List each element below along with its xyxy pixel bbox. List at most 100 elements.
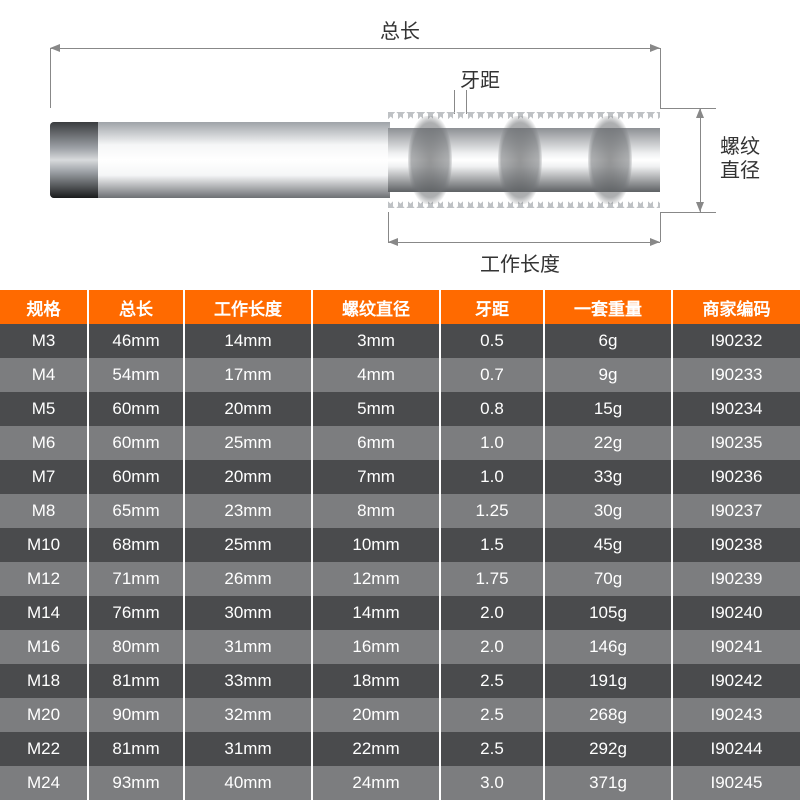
- table-row: M560mm20mm5mm0.815gI90234: [0, 392, 800, 426]
- table-cell: 14mm: [184, 324, 312, 358]
- table-row: M1881mm33mm18mm2.5191gI90242: [0, 664, 800, 698]
- table-cell: I90242: [672, 664, 800, 698]
- table-cell: 70g: [544, 562, 672, 596]
- table-row: M760mm20mm7mm1.033gI90236: [0, 460, 800, 494]
- dim-line: [50, 48, 660, 49]
- table-cell: 191g: [544, 664, 672, 698]
- spec-header-row: 规格总长工作长度螺纹直径牙距一套重量商家编码: [0, 290, 800, 324]
- table-cell: 71mm: [88, 562, 184, 596]
- table-cell: 2.5: [440, 732, 544, 766]
- table-cell: 146g: [544, 630, 672, 664]
- dim-line: [388, 242, 660, 243]
- table-cell: 24mm: [312, 766, 440, 800]
- arrow-icon: [50, 44, 60, 52]
- table-cell: 31mm: [184, 732, 312, 766]
- tap-thread-zone: [388, 110, 660, 210]
- table-cell: 20mm: [184, 460, 312, 494]
- table-row: M2090mm32mm20mm2.5268gI90243: [0, 698, 800, 732]
- table-cell: I90232: [672, 324, 800, 358]
- table-cell: I90235: [672, 426, 800, 460]
- table-cell: 17mm: [184, 358, 312, 392]
- table-cell: 7mm: [312, 460, 440, 494]
- table-cell: I90245: [672, 766, 800, 800]
- column-header: 总长: [88, 290, 184, 324]
- table-cell: 12mm: [312, 562, 440, 596]
- label-working-length: 工作长度: [480, 248, 560, 277]
- table-cell: 90mm: [88, 698, 184, 732]
- table-cell: I90243: [672, 698, 800, 732]
- table-cell: M12: [0, 562, 88, 596]
- table-cell: I90234: [672, 392, 800, 426]
- table-cell: M24: [0, 766, 88, 800]
- table-cell: I90233: [672, 358, 800, 392]
- table-row: M865mm23mm8mm1.2530gI90237: [0, 494, 800, 528]
- table-cell: 45g: [544, 528, 672, 562]
- table-cell: 2.0: [440, 630, 544, 664]
- table-row: M454mm17mm4mm0.79gI90233: [0, 358, 800, 392]
- table-row: M1271mm26mm12mm1.7570gI90239: [0, 562, 800, 596]
- dim-line: [660, 108, 716, 109]
- table-row: M1680mm31mm16mm2.0146gI90241: [0, 630, 800, 664]
- table-cell: I90238: [672, 528, 800, 562]
- table-cell: 26mm: [184, 562, 312, 596]
- table-cell: 18mm: [312, 664, 440, 698]
- table-cell: 8mm: [312, 494, 440, 528]
- table-cell: I90236: [672, 460, 800, 494]
- table-cell: M14: [0, 596, 88, 630]
- table-cell: 15g: [544, 392, 672, 426]
- label-thread-diameter: 螺纹直径: [720, 135, 760, 183]
- dim-line: [660, 212, 716, 213]
- dim-line: [388, 212, 389, 242]
- label-total-length: 总长: [380, 15, 420, 44]
- tap-illustration: [50, 110, 660, 210]
- table-row: M2281mm31mm22mm2.5292gI90244: [0, 732, 800, 766]
- table-cell: 60mm: [88, 460, 184, 494]
- table-cell: 2.5: [440, 664, 544, 698]
- table-cell: 32mm: [184, 698, 312, 732]
- column-header: 规格: [0, 290, 88, 324]
- table-cell: 3.0: [440, 766, 544, 800]
- table-cell: 76mm: [88, 596, 184, 630]
- table-cell: 30g: [544, 494, 672, 528]
- table-cell: 2.0: [440, 596, 544, 630]
- table-cell: 22mm: [312, 732, 440, 766]
- table-cell: 81mm: [88, 664, 184, 698]
- table-cell: 1.25: [440, 494, 544, 528]
- table-cell: 1.75: [440, 562, 544, 596]
- table-cell: 33mm: [184, 664, 312, 698]
- dim-line: [700, 108, 701, 212]
- tap-shank: [50, 122, 390, 198]
- table-cell: I90240: [672, 596, 800, 630]
- table-cell: 54mm: [88, 358, 184, 392]
- spec-body: M346mm14mm3mm0.56gI90232M454mm17mm4mm0.7…: [0, 324, 800, 800]
- table-row: M660mm25mm6mm1.022gI90235: [0, 426, 800, 460]
- table-cell: 20mm: [312, 698, 440, 732]
- table-cell: M3: [0, 324, 88, 358]
- table-cell: I90239: [672, 562, 800, 596]
- table-cell: 371g: [544, 766, 672, 800]
- table-cell: M10: [0, 528, 88, 562]
- table-cell: 9g: [544, 358, 672, 392]
- table-cell: 80mm: [88, 630, 184, 664]
- table-cell: M16: [0, 630, 88, 664]
- table-cell: 31mm: [184, 630, 312, 664]
- table-cell: 22g: [544, 426, 672, 460]
- table-cell: 2.5: [440, 698, 544, 732]
- column-header: 工作长度: [184, 290, 312, 324]
- table-row: M1068mm25mm10mm1.545gI90238: [0, 528, 800, 562]
- table-cell: M8: [0, 494, 88, 528]
- column-header: 商家编码: [672, 290, 800, 324]
- table-cell: 0.7: [440, 358, 544, 392]
- column-header: 螺纹直径: [312, 290, 440, 324]
- table-cell: 14mm: [312, 596, 440, 630]
- label-pitch: 牙距: [460, 64, 500, 93]
- spec-table: 规格总长工作长度螺纹直径牙距一套重量商家编码 M346mm14mm3mm0.56…: [0, 290, 800, 800]
- table-cell: M7: [0, 460, 88, 494]
- table-cell: 30mm: [184, 596, 312, 630]
- tap-diagram: 总长 牙距 螺纹直径 工作长度: [0, 0, 800, 290]
- table-cell: 268g: [544, 698, 672, 732]
- table-cell: 68mm: [88, 528, 184, 562]
- table-cell: 46mm: [88, 324, 184, 358]
- table-cell: 23mm: [184, 494, 312, 528]
- table-cell: 25mm: [184, 528, 312, 562]
